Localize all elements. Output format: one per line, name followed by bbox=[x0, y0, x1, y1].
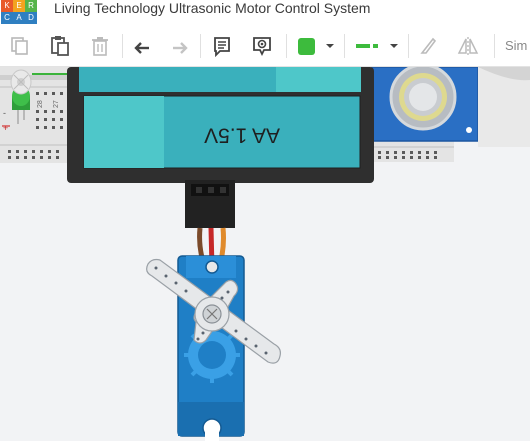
view-icon bbox=[253, 37, 271, 57]
breadboard-right[interactable] bbox=[372, 140, 454, 162]
redo-icon bbox=[173, 42, 188, 54]
paste-button[interactable] bbox=[46, 32, 74, 60]
copy-button[interactable] bbox=[6, 32, 34, 60]
delete-button[interactable] bbox=[86, 32, 114, 60]
breadboard-row-label: 27 bbox=[53, 100, 60, 108]
breadboard-minus-mark: - bbox=[3, 108, 6, 118]
logo-letter-5: A bbox=[13, 12, 25, 24]
fill-color-button[interactable] bbox=[294, 32, 318, 60]
breadboard-row-label: 28 bbox=[37, 100, 44, 108]
toolbar: Sim bbox=[0, 26, 530, 67]
undo-icon bbox=[134, 42, 149, 54]
notes-button[interactable] bbox=[208, 32, 236, 60]
design-title[interactable]: Living Technology Ultrasonic Motor Contr… bbox=[54, 0, 371, 16]
undo-button[interactable] bbox=[128, 32, 156, 60]
fill-color-dropdown[interactable] bbox=[320, 32, 340, 60]
green-led[interactable] bbox=[10, 69, 32, 124]
paste-icon bbox=[51, 36, 69, 56]
app-logo[interactable]: K E R C A D bbox=[0, 0, 38, 24]
color-swatch bbox=[297, 37, 315, 55]
title-bar: K E R C A D Living Technology Ultrasonic… bbox=[0, 0, 530, 26]
breadboard-plus-mark: + bbox=[3, 123, 8, 133]
ultrasonic-sensor[interactable] bbox=[371, 67, 530, 147]
battery-label: AA 1.5V bbox=[204, 123, 280, 146]
chevron-down-icon bbox=[326, 44, 334, 48]
logo-letter-4: C bbox=[1, 12, 13, 24]
logo-letter-1: K bbox=[1, 0, 13, 12]
logo-letter-3: R bbox=[25, 0, 37, 12]
logo-letter-6: D bbox=[25, 12, 37, 24]
logo-letter-2: E bbox=[13, 0, 25, 12]
servo-connector[interactable] bbox=[185, 180, 235, 228]
aa-battery-holder[interactable]: AA 1.5V bbox=[67, 67, 374, 183]
delete-icon bbox=[92, 37, 108, 56]
flip-icon bbox=[457, 37, 479, 55]
wire-tool-icon bbox=[420, 37, 437, 54]
copy-icon bbox=[11, 37, 28, 55]
line-style-icon bbox=[356, 44, 378, 48]
view-button[interactable] bbox=[248, 32, 276, 60]
line-style-dropdown[interactable] bbox=[384, 32, 404, 60]
chevron-down-icon bbox=[390, 44, 398, 48]
servo-horn[interactable] bbox=[146, 258, 281, 364]
design-canvas[interactable]: 28 27 - + bbox=[0, 67, 530, 441]
flip-button[interactable] bbox=[454, 32, 482, 60]
redo-button[interactable] bbox=[166, 32, 194, 60]
notes-icon bbox=[214, 37, 230, 57]
wire-tool-button[interactable] bbox=[414, 32, 442, 60]
line-style-button[interactable] bbox=[352, 32, 382, 60]
simulate-button[interactable]: Sim bbox=[505, 38, 528, 53]
